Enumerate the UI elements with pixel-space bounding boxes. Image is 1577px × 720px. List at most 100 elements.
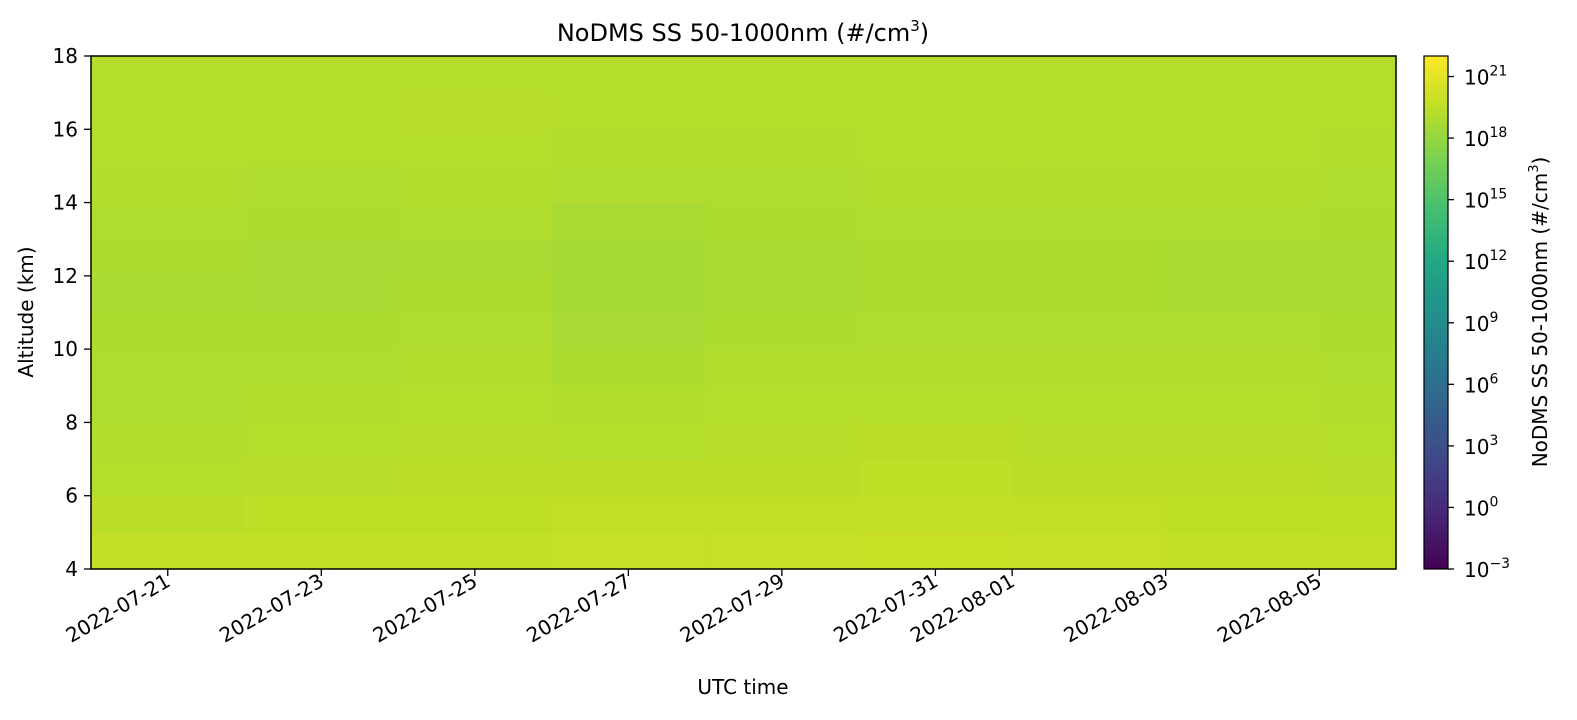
y-tick-label: 6 <box>65 484 78 508</box>
heatmap-cell <box>1012 165 1167 204</box>
heatmap-cell <box>1319 532 1397 570</box>
heatmap-cell <box>858 56 1013 94</box>
heatmap-cell <box>858 349 1013 387</box>
heatmap-cell <box>91 92 246 130</box>
heatmap-cell <box>244 349 399 387</box>
heatmap-cell <box>1165 202 1320 240</box>
heatmap-cell <box>1165 275 1320 314</box>
heatmap-cell <box>1319 275 1397 314</box>
heatmap-cell <box>1319 495 1397 533</box>
heatmap-cell <box>705 165 860 204</box>
heatmap-cell <box>91 385 246 424</box>
heatmap-cell <box>1012 422 1167 460</box>
heatmap-cell <box>551 239 706 277</box>
heatmap-cell <box>551 312 706 350</box>
heatmap-cell <box>551 385 706 424</box>
x-tick-label: 2022-07-21 <box>62 569 175 648</box>
heatmap-cell <box>1165 129 1320 167</box>
heatmap-cell <box>551 532 706 570</box>
heatmap-cell <box>1165 495 1320 533</box>
chart-title: NoDMS SS 50-1000nm (#/cm3) <box>557 17 929 47</box>
x-tick-label: 2022-07-29 <box>676 569 789 648</box>
heatmap-cell <box>91 239 246 277</box>
chart-title-suffix: ) <box>920 19 929 47</box>
heatmap-cell <box>244 385 399 424</box>
heatmap-cell <box>91 495 246 533</box>
heatmap-cell <box>551 165 706 204</box>
heatmap-cell <box>91 129 246 167</box>
heatmap-cell <box>1319 92 1397 130</box>
heatmap-cell <box>858 495 1013 533</box>
colorbar-tick-label: 1012 <box>1464 248 1507 274</box>
heatmap-cell <box>1319 129 1397 167</box>
heatmap-cell <box>1012 385 1167 424</box>
heatmap-cell <box>1319 349 1397 387</box>
colorbar-label-superscript: 3 <box>1527 165 1542 173</box>
y-tick-label: 14 <box>53 191 78 215</box>
heatmap-cell <box>1165 312 1320 350</box>
heatmap-cell <box>858 275 1013 314</box>
heatmap-cell <box>1012 275 1167 314</box>
heatmap-cell <box>858 532 1013 570</box>
heatmap-cell <box>1319 422 1397 460</box>
heatmap-cell <box>705 312 860 350</box>
heatmap-cell <box>705 275 860 314</box>
heatmap-cell <box>1165 385 1320 424</box>
heatmap-cell <box>398 56 553 94</box>
heatmap-cell <box>858 165 1013 204</box>
heatmap-cell <box>244 239 399 277</box>
heatmap-cell <box>244 92 399 130</box>
heatmap-cell <box>244 532 399 570</box>
heatmap-cell <box>1012 349 1167 387</box>
heatmap-cell <box>244 312 399 350</box>
heatmap-cell <box>1319 459 1397 497</box>
x-tick-label: 2022-08-03 <box>1060 569 1173 648</box>
y-tick-label: 4 <box>65 557 78 581</box>
y-tick-label: 8 <box>65 410 78 434</box>
colorbar-tick-label: 1021 <box>1464 64 1507 90</box>
heatmap-cell <box>705 129 860 167</box>
y-tick-label: 12 <box>53 264 78 288</box>
heatmap-cell <box>244 129 399 167</box>
heatmap-cell <box>1319 312 1397 350</box>
heatmap-cell <box>1012 56 1167 94</box>
x-axis-label: UTC time <box>697 675 788 699</box>
heatmap-cell <box>398 202 553 240</box>
colorbar-tick-label: 1015 <box>1464 187 1507 213</box>
heatmap-cell <box>398 495 553 533</box>
heatmap-cell <box>244 422 399 460</box>
heatmap-cell <box>1012 459 1167 497</box>
heatmap-cell <box>244 202 399 240</box>
heatmap-cell <box>858 385 1013 424</box>
heatmap-cell <box>91 312 246 350</box>
heatmap-cell <box>1012 312 1167 350</box>
heatmap-cell <box>551 92 706 130</box>
heatmap-cell <box>398 349 553 387</box>
x-tick-label: 2022-08-05 <box>1213 569 1326 648</box>
heatmap-cell <box>858 239 1013 277</box>
heatmap-cell <box>398 385 553 424</box>
heatmap-cell <box>705 349 860 387</box>
heatmap-cell <box>1012 92 1167 130</box>
heatmap-cell <box>398 459 553 497</box>
y-tick-label: 16 <box>53 117 78 141</box>
heatmap-cell <box>1012 495 1167 533</box>
heatmap-cell <box>91 349 246 387</box>
x-axis-ticks: 2022-07-21 2022-07-23 2022-07-25 2022-07-27… <box>62 569 1326 648</box>
heatmap-cell <box>1319 202 1397 240</box>
heatmap-cell <box>1012 202 1167 240</box>
heatmap-cell <box>1012 532 1167 570</box>
heatmap-cell <box>551 275 706 314</box>
heatmap-cell <box>398 312 553 350</box>
heatmap-cell <box>551 56 706 94</box>
heatmap-cell <box>91 56 246 94</box>
colorbar-tick-label: 109 <box>1464 310 1498 336</box>
heatmap-cell <box>705 422 860 460</box>
heatmap-cell <box>1165 532 1320 570</box>
heatmap-cell <box>858 422 1013 460</box>
heatmap-cell <box>91 422 246 460</box>
heatmap-cell <box>551 459 706 497</box>
colorbar <box>1423 55 1449 570</box>
colorbar-tick-label: 1018 <box>1464 125 1507 151</box>
heatmap-cell <box>551 349 706 387</box>
